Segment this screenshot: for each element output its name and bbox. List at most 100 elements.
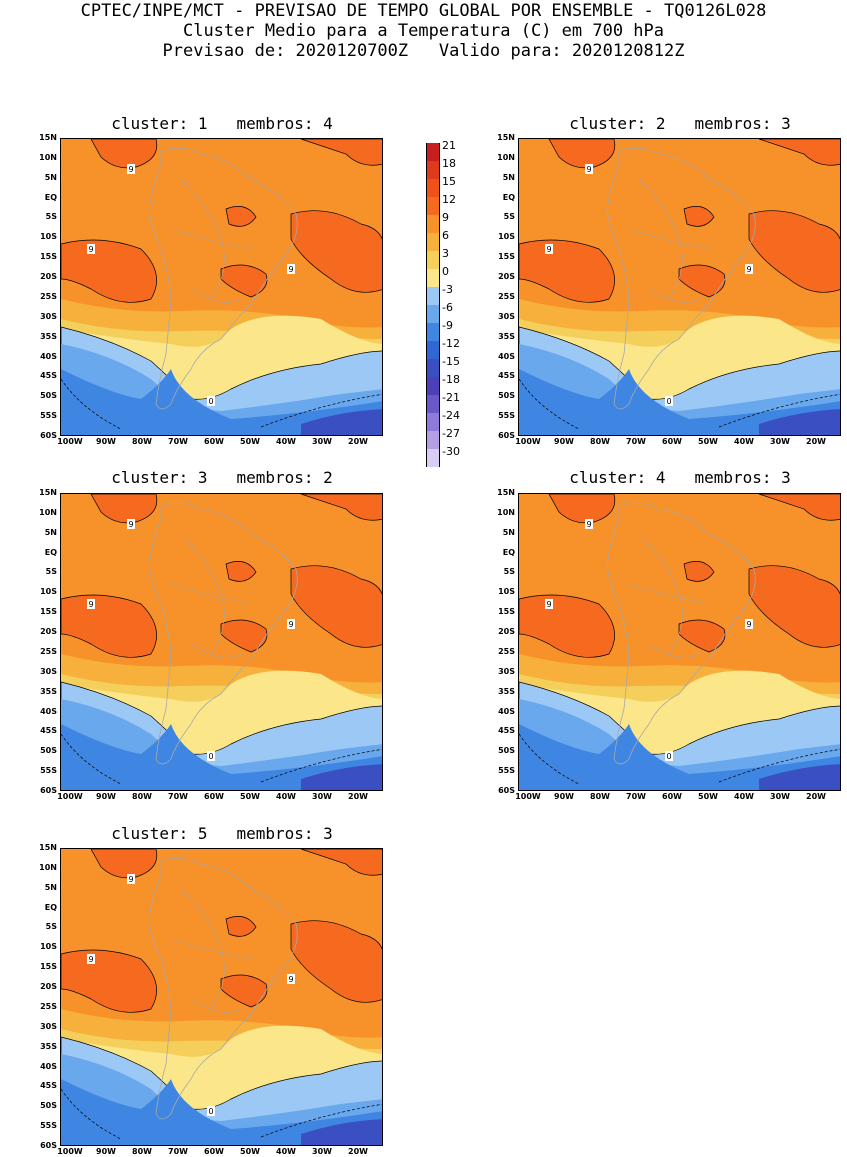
- colorbar-label: -3: [442, 283, 453, 296]
- lat-tick-label: 60S: [498, 786, 515, 795]
- colorbar-segment: [426, 179, 440, 197]
- panel-title-cluster-5: cluster: 5 membros: 3: [111, 824, 333, 843]
- lat-tick-label: 20S: [40, 982, 57, 992]
- lat-tick-label: 35S: [40, 1041, 57, 1051]
- lat-tick-label: 5S: [503, 212, 515, 222]
- map-cluster-5: 9 9 9 0: [60, 848, 383, 1146]
- panel-title-cluster-4: cluster: 4 membros: 3: [569, 468, 791, 487]
- lat-tick-label: 55S: [40, 411, 57, 421]
- lat-tick-label: 15N: [497, 133, 515, 142]
- lon-tick-label: 20W: [806, 792, 826, 801]
- lat-tick-label: 60S: [40, 786, 57, 795]
- lat-tick-label: 45S: [498, 726, 515, 736]
- contour-label: 0: [207, 1106, 215, 1116]
- contour-label: 9: [545, 599, 553, 609]
- colorbar-segment: [426, 323, 440, 341]
- svg-text:0: 0: [208, 752, 213, 761]
- lat-tick-label: 50S: [40, 1101, 57, 1111]
- lat-tick-label: 55S: [40, 766, 57, 776]
- svg-text:9: 9: [288, 975, 293, 984]
- lat-tick-label: 5N: [44, 527, 57, 537]
- lat-tick-label: 30S: [40, 311, 57, 321]
- lat-tick-label: 40S: [40, 706, 57, 716]
- lat-tick-label: EQ: [44, 192, 57, 202]
- lat-tick-label: 25S: [40, 1001, 57, 1011]
- lat-tick-label: 15N: [39, 133, 57, 142]
- lon-tick-label: 90W: [554, 437, 574, 446]
- colorbar-label: 6: [442, 229, 449, 242]
- lat-tick-label: 10N: [39, 152, 57, 162]
- colorbar-label: -21: [442, 391, 460, 404]
- lon-tick-label: 50W: [240, 792, 260, 801]
- lon-tick-label: 80W: [132, 1147, 152, 1156]
- figure-title-line3: Previsao de: 2020120700Z Valido para: 20…: [162, 41, 685, 61]
- colorbar-segment: [426, 161, 440, 179]
- lat-tick-label: 20S: [498, 272, 515, 282]
- colorbar-segment: [426, 287, 440, 305]
- svg-text:0: 0: [208, 1107, 213, 1116]
- lon-tick-label: 60W: [662, 792, 682, 801]
- contour-label: 0: [665, 751, 673, 761]
- lat-tick-label: 55S: [498, 766, 515, 776]
- svg-text:9: 9: [288, 620, 293, 629]
- lon-tick-label: 100W: [515, 437, 541, 446]
- colorbar-segment: [426, 197, 440, 215]
- lon-tick-label: 90W: [96, 437, 116, 446]
- lat-tick-label: 25S: [498, 291, 515, 301]
- lon-tick-label: 30W: [312, 1147, 332, 1156]
- svg-text:9: 9: [746, 620, 751, 629]
- svg-text:9: 9: [586, 520, 591, 529]
- lon-tick-label: 30W: [312, 792, 332, 801]
- contour-label: 9: [127, 874, 135, 884]
- colorbar-label: 12: [442, 193, 456, 206]
- lat-tick-label: 5S: [45, 567, 57, 577]
- lat-tick-label: 60S: [40, 1141, 57, 1150]
- svg-text:9: 9: [88, 600, 93, 609]
- colorbar-label: 3: [442, 247, 449, 260]
- lat-tick-label: 50S: [498, 746, 515, 756]
- colorbar-segment: [426, 449, 440, 467]
- map-cluster-3: 9 9 9 0: [60, 493, 383, 791]
- svg-text:9: 9: [128, 165, 133, 174]
- lon-tick-label: 60W: [204, 437, 224, 446]
- contour-label: 0: [207, 396, 215, 406]
- lat-tick-label: 60S: [498, 431, 515, 440]
- colorbar-segment: [426, 413, 440, 431]
- lat-tick-label: 10S: [40, 942, 57, 952]
- lat-tick-label: 15N: [39, 488, 57, 497]
- lon-tick-label: 90W: [96, 792, 116, 801]
- lat-tick-label: 30S: [498, 311, 515, 321]
- lon-tick-label: 40W: [734, 437, 754, 446]
- lat-tick-label: 5S: [45, 212, 57, 222]
- lon-tick-label: 80W: [132, 437, 152, 446]
- lat-tick-label: 45S: [498, 371, 515, 381]
- lat-tick-label: 10S: [498, 587, 515, 597]
- contour-label: 9: [585, 519, 593, 529]
- lon-tick-label: 80W: [132, 792, 152, 801]
- map-cluster-4: 9 9 9 0: [518, 493, 841, 791]
- contour-label: 9: [745, 619, 753, 629]
- colorbar-segment: [426, 341, 440, 359]
- svg-text:0: 0: [666, 397, 671, 406]
- contour-label: 9: [87, 954, 95, 964]
- contour-label: 9: [745, 264, 753, 274]
- colorbar-label: -6: [442, 301, 453, 314]
- svg-text:9: 9: [88, 245, 93, 254]
- lat-tick-label: 50S: [40, 746, 57, 756]
- colorbar-segment: [426, 143, 440, 161]
- lon-tick-label: 100W: [57, 437, 83, 446]
- lon-tick-label: 50W: [240, 1147, 260, 1156]
- lon-tick-label: 30W: [770, 792, 790, 801]
- lat-tick-label: 35S: [40, 686, 57, 696]
- contour-label: 0: [207, 751, 215, 761]
- svg-text:9: 9: [88, 955, 93, 964]
- map-cluster-2: 9 9 9 0: [518, 138, 841, 436]
- contour-label: 9: [287, 974, 295, 984]
- svg-text:0: 0: [208, 397, 213, 406]
- lon-tick-label: 40W: [276, 792, 296, 801]
- map-cluster-1: 9 9 9 0: [60, 138, 383, 436]
- colorbar-label: -18: [442, 373, 460, 386]
- lat-tick-label: 15S: [40, 252, 57, 262]
- colorbar-segment: [426, 359, 440, 377]
- svg-text:0: 0: [666, 752, 671, 761]
